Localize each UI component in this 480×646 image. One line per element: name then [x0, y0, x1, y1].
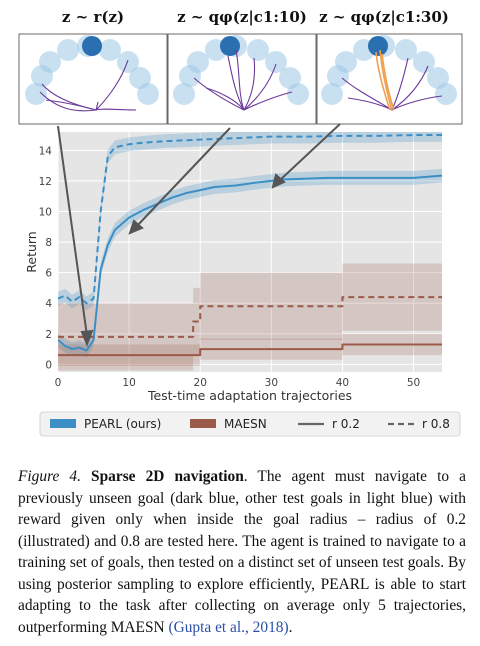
y-tick-label: 10: [39, 206, 52, 218]
target-goal: [368, 36, 388, 56]
legend-label-pearl: PEARL (ours): [84, 417, 161, 431]
y-axis-label: Return: [24, 231, 39, 272]
trajectory-panel-2: [168, 34, 316, 124]
trajectory-panel-3: [317, 34, 462, 124]
y-tick-label: 4: [45, 298, 52, 310]
y-tick-label: 6: [45, 268, 52, 280]
caption-end: .: [289, 619, 293, 636]
panel-title-2: z ~ qφ(z|c1:10): [177, 8, 307, 26]
caption-label: Figure 4.: [18, 468, 81, 485]
target-goal: [82, 36, 102, 56]
panel-title-1: z ~ r(z): [62, 8, 124, 26]
legend-swatch-maesn: [190, 419, 216, 428]
caption-title: Sparse 2D navigation: [91, 468, 244, 485]
legend-label-r08: r 0.8: [422, 417, 450, 431]
y-tick-label: 2: [45, 329, 52, 341]
legend-label-maesn: MAESN: [224, 417, 267, 431]
y-tick-label: 14: [39, 145, 53, 157]
legend-swatch-pearl: [50, 419, 76, 428]
trajectory-panel-1: [19, 34, 167, 124]
legend-label-r02: r 0.2: [332, 417, 360, 431]
legend: PEARL (ours) MAESN r 0.2 r 0.8: [40, 412, 460, 436]
caption-text: . The agent must navigate to a previousl…: [18, 468, 466, 636]
x-axis-label: Test-time adaptation trajectories: [147, 388, 352, 403]
figure-caption: Figure 4. Sparse 2D navigation. The agen…: [18, 466, 466, 638]
caption-citation[interactable]: (Gupta et al., 2018): [168, 619, 288, 636]
panel-title-3: z ~ qφ(z|c1:30): [319, 8, 449, 26]
y-tick-label: 8: [45, 237, 52, 249]
y-tick-label: 12: [39, 176, 52, 188]
x-tick-label: 10: [122, 377, 135, 389]
figure: z ~ r(z) z ~ qφ(z|c1:10) z ~ qφ(z|c1:30): [0, 0, 480, 440]
x-tick-label: 0: [55, 377, 62, 389]
y-tick-label: 0: [45, 359, 52, 371]
x-tick-label: 50: [407, 377, 420, 389]
